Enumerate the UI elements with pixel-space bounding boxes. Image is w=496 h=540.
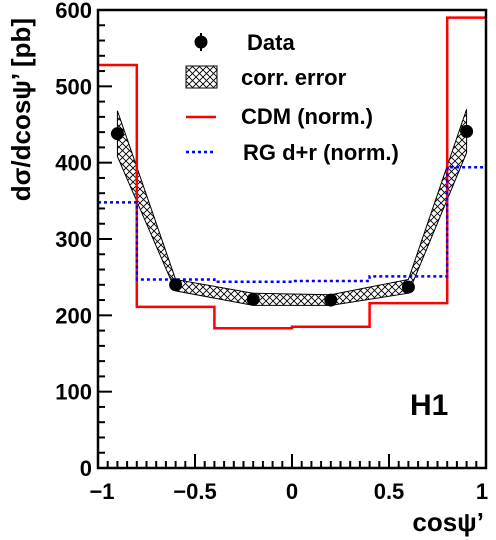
y-tick-label: 0: [80, 456, 92, 481]
y-tick-label: 500: [55, 74, 92, 99]
data-point: [169, 278, 183, 292]
legend-band-swatch: [185, 65, 218, 89]
legend-band-label: corr. error: [241, 65, 347, 90]
data-point: [460, 124, 474, 138]
legend-data-label: Data: [247, 30, 295, 55]
y-tick-label: 300: [55, 227, 92, 252]
legend-item-data: Data: [194, 30, 295, 55]
corr-error-band: [116, 109, 468, 306]
y-tick-label: 200: [55, 303, 92, 328]
legend-cdm-label: CDM (norm.): [241, 104, 373, 129]
data-point: [324, 293, 338, 307]
x-axis-title: cosψ’: [412, 507, 484, 537]
y-tick-label: 600: [55, 0, 92, 23]
y-tick-label: 100: [55, 380, 92, 405]
legend: Data corr. error CDM (norm.) RG d+r (nor…: [185, 30, 399, 165]
h1-label: H1: [410, 389, 448, 422]
y-tick-label: 400: [55, 151, 92, 176]
data-point: [246, 292, 260, 306]
legend-item-cdm: CDM (norm.): [186, 104, 373, 129]
y-axis-title: dσ/dcosψ’ [pb]: [6, 18, 36, 201]
legend-item-rg: RG d+r (norm.): [186, 140, 399, 165]
legend-rg-label: RG d+r (norm.): [243, 140, 399, 165]
x-tick-label: −0.5: [173, 479, 216, 504]
legend-item-corr-error: corr. error: [185, 65, 347, 90]
x-tick-label: 0.5: [374, 479, 405, 504]
x-tick-label: 1: [476, 479, 488, 504]
data-point: [401, 280, 415, 294]
x-tick-label: −1: [89, 479, 114, 504]
rg-step-line: [98, 165, 486, 283]
x-tick-label: 0: [286, 479, 298, 504]
data-point: [110, 127, 124, 141]
